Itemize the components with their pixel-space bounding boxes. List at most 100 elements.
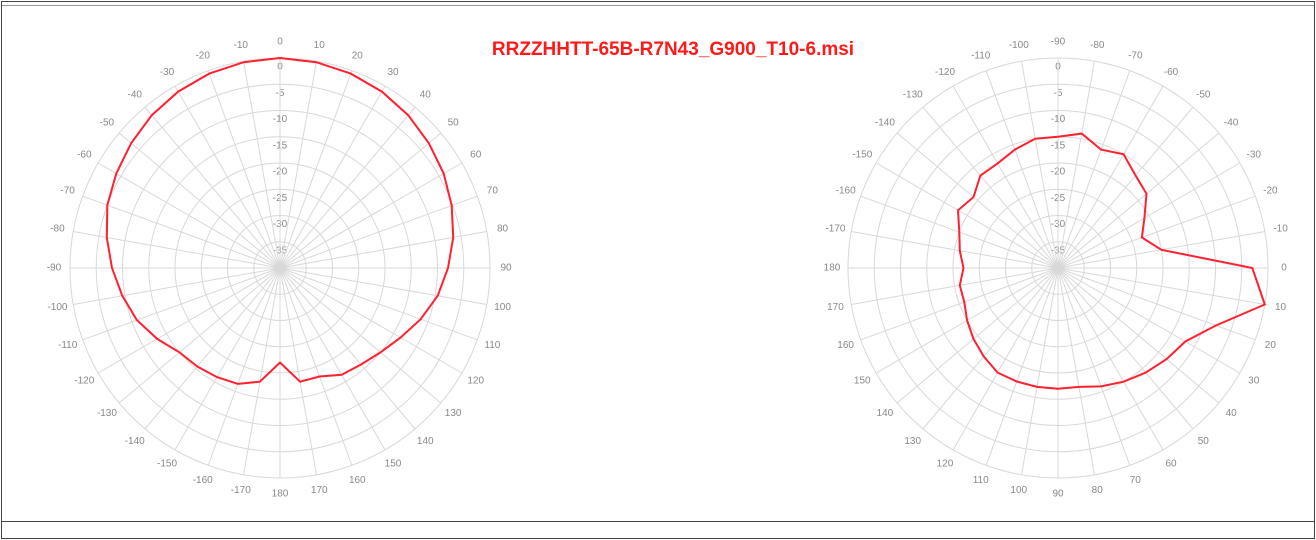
theta-tick-label: 160	[837, 340, 854, 351]
theta-tick-label: 20	[352, 50, 364, 61]
theta-tick-label: 80	[497, 223, 509, 234]
spoke	[279, 132, 442, 269]
spoke	[279, 267, 317, 475]
theta-tick-label: -170	[825, 223, 845, 234]
theta-tick-label: -110	[58, 340, 78, 351]
spoke	[279, 267, 463, 374]
spoke	[279, 267, 478, 341]
theta-tick-label: 10	[1275, 302, 1287, 313]
theta-tick-label: 140	[417, 436, 434, 447]
theta-tick-label: -30	[1246, 150, 1261, 161]
spoke	[279, 162, 463, 269]
spoke	[279, 267, 442, 404]
spoke	[1057, 70, 1131, 269]
theta-tick-label: -150	[852, 150, 872, 161]
spoke	[279, 61, 317, 269]
spoke	[174, 267, 281, 451]
theta-tick-label: -50	[1196, 90, 1211, 101]
theta-tick-label: -60	[77, 150, 92, 161]
spoke	[1057, 61, 1095, 269]
spoke	[279, 195, 478, 269]
theta-tick-label: -120	[935, 67, 955, 78]
spoke	[207, 70, 281, 269]
spoke	[1057, 267, 1220, 404]
theta-tick-label: 60	[1165, 458, 1177, 469]
spoke	[985, 70, 1059, 269]
theta-tick-label: -130	[903, 90, 923, 101]
spoke	[279, 267, 487, 305]
theta-tick-label: 40	[420, 90, 432, 101]
theta-tick-label: 50	[1198, 436, 1210, 447]
theta-tick-label: -100	[1009, 40, 1029, 51]
spoke	[851, 267, 1059, 305]
spoke	[279, 267, 386, 451]
spoke	[73, 267, 281, 305]
theta-tick-label: -40	[128, 90, 143, 101]
spoke	[1021, 267, 1059, 475]
theta-tick-label: -70	[60, 185, 75, 196]
theta-tick-label: 130	[904, 436, 921, 447]
theta-tick-label: -160	[193, 475, 213, 486]
theta-tick-label: -20	[1263, 185, 1278, 196]
theta-tick-label: -150	[157, 458, 177, 469]
spoke	[279, 267, 353, 466]
spoke	[118, 132, 281, 269]
spoke	[243, 267, 281, 475]
spoke	[1057, 267, 1256, 341]
spoke	[243, 61, 281, 269]
spoke	[1057, 267, 1265, 305]
theta-tick-label: -100	[47, 302, 67, 313]
theta-tick-label: -90	[47, 263, 62, 274]
theta-tick-label: -80	[1090, 40, 1105, 51]
theta-tick-label: 120	[467, 376, 484, 387]
theta-tick-label: -140	[125, 436, 145, 447]
spoke	[851, 231, 1059, 269]
theta-tick-label: -170	[231, 485, 251, 496]
spoke	[279, 267, 416, 430]
spoke	[922, 106, 1059, 269]
theta-tick-label: 70	[487, 185, 499, 196]
spoke	[952, 85, 1059, 269]
theta-tick-label: 180	[824, 263, 841, 274]
theta-tick-label: -60	[1164, 67, 1179, 78]
spoke	[1057, 267, 1095, 475]
theta-tick-label: 80	[1092, 485, 1104, 496]
theta-tick-label: 110	[973, 475, 989, 486]
pattern-line	[105, 56, 455, 385]
theta-tick-label: 50	[448, 117, 460, 128]
spoke	[1057, 132, 1220, 269]
theta-tick-label: 60	[470, 150, 482, 161]
spoke	[952, 267, 1059, 451]
theta-tick-label: 170	[311, 485, 328, 496]
theta-tick-label: -10	[234, 40, 249, 51]
theta-tick-label: 90	[500, 263, 512, 274]
spoke	[144, 267, 281, 430]
theta-tick-label: 170	[827, 302, 844, 313]
theta-tick-label: -10	[1273, 223, 1288, 234]
theta-tick-label: -40	[1224, 117, 1239, 128]
theta-tick-label: -120	[74, 376, 94, 387]
theta-tick-label: 110	[484, 340, 500, 351]
spoke	[1057, 267, 1241, 374]
spoke	[207, 267, 281, 466]
spoke	[896, 267, 1059, 404]
theta-tick-label: 100	[494, 302, 511, 313]
theta-tick-label: -160	[836, 185, 856, 196]
spoke	[860, 267, 1059, 341]
title: RRZZHHTT-65B-R7N43_G900_T10-6.msi	[492, 39, 854, 60]
theta-tick-label: 30	[387, 67, 399, 78]
theta-tick-label: 20	[1265, 340, 1277, 351]
theta-tick-label: 100	[1010, 485, 1027, 496]
theta-tick-label: 160	[349, 475, 366, 486]
spoke	[896, 132, 1059, 269]
spoke	[1057, 195, 1256, 269]
theta-tick-label: -80	[50, 223, 65, 234]
theta-tick-label: -130	[97, 408, 117, 419]
theta-tick-label: -110	[971, 50, 991, 61]
spoke	[82, 267, 281, 341]
theta-tick-label: -90	[1051, 37, 1066, 48]
theta-tick-label: 0	[277, 37, 283, 48]
spoke	[279, 70, 353, 269]
